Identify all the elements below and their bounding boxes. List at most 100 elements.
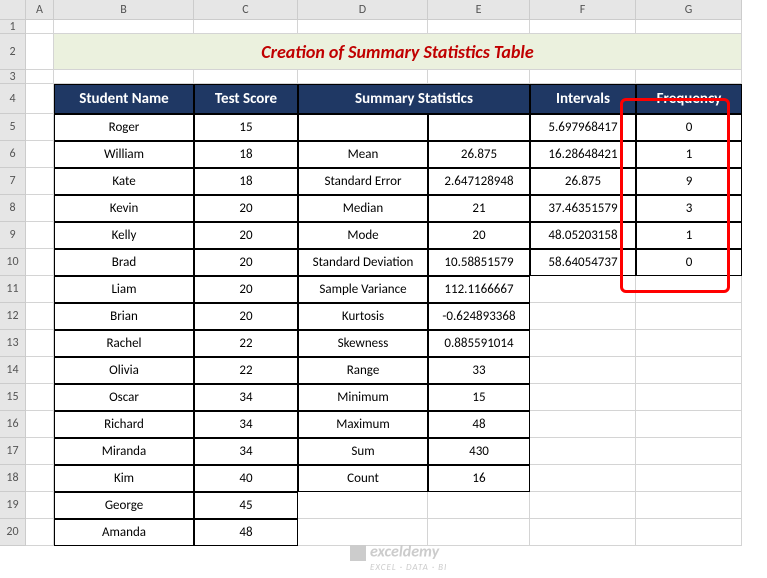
cell-B3[interactable] xyxy=(54,70,194,84)
student-name-9[interactable]: Kelly xyxy=(54,222,194,249)
cell-C1[interactable] xyxy=(194,20,298,34)
student-name-12[interactable]: Brian xyxy=(54,303,194,330)
frequency-9[interactable]: 1 xyxy=(636,222,742,249)
row-header-7[interactable]: 7 xyxy=(0,168,26,195)
cell-A17[interactable] xyxy=(26,438,54,465)
cell-A10[interactable] xyxy=(26,249,54,276)
cell-A9[interactable] xyxy=(26,222,54,249)
cell-F13[interactable] xyxy=(530,330,636,357)
cell-A2[interactable] xyxy=(26,34,54,70)
cell-E19[interactable] xyxy=(428,492,530,519)
student-score-15[interactable]: 34 xyxy=(194,384,298,411)
cell-F1[interactable] xyxy=(530,20,636,34)
cell-A5[interactable] xyxy=(26,114,54,141)
cell-F16[interactable] xyxy=(530,411,636,438)
cell-A18[interactable] xyxy=(26,465,54,492)
cell-C3[interactable] xyxy=(194,70,298,84)
cell-A4[interactable] xyxy=(26,84,54,114)
student-name-20[interactable]: Amanda xyxy=(54,519,194,546)
stat-label-16[interactable]: Maximum xyxy=(298,411,428,438)
student-name-15[interactable]: Oscar xyxy=(54,384,194,411)
frequency-7[interactable]: 9 xyxy=(636,168,742,195)
interval-9[interactable]: 48.05203158 xyxy=(530,222,636,249)
stat-label-11[interactable]: Sample Variance xyxy=(298,276,428,303)
stat-value-10[interactable]: 10.58851579 xyxy=(428,249,530,276)
frequency-8[interactable]: 3 xyxy=(636,195,742,222)
interval-6[interactable]: 16.28648421 xyxy=(530,141,636,168)
cell-A15[interactable] xyxy=(26,384,54,411)
row-header-20[interactable]: 20 xyxy=(0,519,26,546)
cell-D3[interactable] xyxy=(298,70,428,84)
col-header-D[interactable]: D xyxy=(298,0,428,20)
row-header-1[interactable]: 1 xyxy=(0,20,26,34)
cell-G19[interactable] xyxy=(636,492,742,519)
student-score-7[interactable]: 18 xyxy=(194,168,298,195)
cell-F14[interactable] xyxy=(530,357,636,384)
student-score-10[interactable]: 20 xyxy=(194,249,298,276)
student-name-19[interactable]: George xyxy=(54,492,194,519)
cell-A11[interactable] xyxy=(26,276,54,303)
header-test-score[interactable]: Test Score xyxy=(194,84,298,114)
cell-A6[interactable] xyxy=(26,141,54,168)
col-header-A[interactable]: A xyxy=(26,0,54,20)
student-score-19[interactable]: 45 xyxy=(194,492,298,519)
stat-value-7[interactable]: 2.647128948 xyxy=(428,168,530,195)
student-score-14[interactable]: 22 xyxy=(194,357,298,384)
student-name-17[interactable]: Miranda xyxy=(54,438,194,465)
stat-value-11[interactable]: 112.1166667 xyxy=(428,276,530,303)
col-header-F[interactable]: F xyxy=(530,0,636,20)
stat-label-15[interactable]: Minimum xyxy=(298,384,428,411)
row-header-16[interactable]: 16 xyxy=(0,411,26,438)
frequency-5[interactable]: 0 xyxy=(636,114,742,141)
stat-value-9[interactable]: 20 xyxy=(428,222,530,249)
row-header-8[interactable]: 8 xyxy=(0,195,26,222)
cell-G12[interactable] xyxy=(636,303,742,330)
stat-label-9[interactable]: Mode xyxy=(298,222,428,249)
row-header-17[interactable]: 17 xyxy=(0,438,26,465)
student-name-18[interactable]: Kim xyxy=(54,465,194,492)
cell-F18[interactable] xyxy=(530,465,636,492)
cell-A8[interactable] xyxy=(26,195,54,222)
stat-label-14[interactable]: Range xyxy=(298,357,428,384)
stat-label-8[interactable]: Median xyxy=(298,195,428,222)
cell-F15[interactable] xyxy=(530,384,636,411)
row-header-4[interactable]: 4 xyxy=(0,84,26,114)
stat-label-18[interactable]: Count xyxy=(298,465,428,492)
interval-5[interactable]: 5.697968417 xyxy=(530,114,636,141)
student-name-14[interactable]: Olivia xyxy=(54,357,194,384)
cell-A16[interactable] xyxy=(26,411,54,438)
col-header-G[interactable]: G xyxy=(636,0,742,20)
cell-G17[interactable] xyxy=(636,438,742,465)
col-header-C[interactable]: C xyxy=(194,0,298,20)
stat-value-8[interactable]: 21 xyxy=(428,195,530,222)
student-score-9[interactable]: 20 xyxy=(194,222,298,249)
cell-G1[interactable] xyxy=(636,20,742,34)
row-header-3[interactable]: 3 xyxy=(0,70,26,84)
stat-label-10[interactable]: Standard Deviation xyxy=(298,249,428,276)
cell-D19[interactable] xyxy=(298,492,428,519)
student-name-5[interactable]: Roger xyxy=(54,114,194,141)
cell-F12[interactable] xyxy=(530,303,636,330)
row-header-14[interactable]: 14 xyxy=(0,357,26,384)
student-name-10[interactable]: Brad xyxy=(54,249,194,276)
interval-10[interactable]: 58.64054737 xyxy=(530,249,636,276)
row-header-15[interactable]: 15 xyxy=(0,384,26,411)
stat-label-6[interactable]: Mean xyxy=(298,141,428,168)
stat-label-5[interactable] xyxy=(298,114,428,141)
student-score-6[interactable]: 18 xyxy=(194,141,298,168)
row-header-2[interactable]: 2 xyxy=(0,34,26,70)
row-header-9[interactable]: 9 xyxy=(0,222,26,249)
stat-value-16[interactable]: 48 xyxy=(428,411,530,438)
cell-G18[interactable] xyxy=(636,465,742,492)
stat-label-7[interactable]: Standard Error xyxy=(298,168,428,195)
row-header-13[interactable]: 13 xyxy=(0,330,26,357)
student-score-12[interactable]: 20 xyxy=(194,303,298,330)
cell-A7[interactable] xyxy=(26,168,54,195)
cell-A14[interactable] xyxy=(26,357,54,384)
cell-G14[interactable] xyxy=(636,357,742,384)
cell-F3[interactable] xyxy=(530,70,636,84)
title-band[interactable]: Creation of Summary Statistics Table xyxy=(54,34,742,70)
student-score-5[interactable]: 15 xyxy=(194,114,298,141)
header-student-name[interactable]: Student Name xyxy=(54,84,194,114)
student-name-8[interactable]: Kevin xyxy=(54,195,194,222)
